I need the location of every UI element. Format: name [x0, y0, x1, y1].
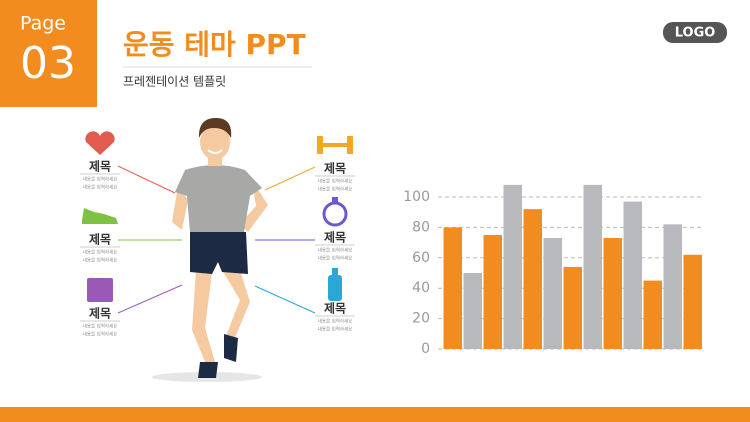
item-title: 제목 — [89, 307, 111, 321]
calendar — [87, 278, 113, 302]
item-text: 내용을 입력하세요 — [83, 176, 118, 183]
y-tick-label: 20 — [412, 311, 430, 327]
icon — [317, 136, 353, 154]
item-title: 제목 — [324, 231, 346, 245]
bar — [443, 227, 462, 349]
bar — [523, 209, 542, 349]
item-text: 내용을 입력하세요 — [318, 247, 353, 254]
bar — [463, 273, 482, 349]
item-text: 내용을 입력하세요 — [318, 178, 353, 185]
watch — [322, 201, 348, 227]
page-box — [0, 0, 97, 107]
page-number: 03 — [20, 38, 76, 89]
bar — [643, 280, 662, 349]
shoe — [82, 208, 118, 224]
item-title: 제목 — [89, 160, 111, 174]
heart — [85, 131, 115, 155]
connector — [117, 284, 183, 314]
subtitle: 프레젠테이션 템플릿 — [123, 75, 226, 89]
item-text: 내용을 입력하세요 — [83, 249, 118, 256]
footer-bar — [0, 407, 750, 422]
item-title: 제목 — [89, 233, 111, 247]
page-label: Page — [20, 13, 66, 35]
connector — [254, 285, 316, 314]
icon — [85, 131, 115, 155]
item-text: 내용을 입력하세요 — [318, 186, 353, 193]
runner — [152, 118, 268, 382]
item-text: 내용을 입력하세요 — [83, 323, 118, 330]
bar — [563, 266, 582, 349]
connector — [117, 165, 176, 194]
icon — [87, 278, 113, 302]
item-text: 내용을 입력하세요 — [83, 257, 118, 264]
item-title: 제목 — [324, 302, 346, 316]
bar — [663, 224, 682, 349]
weight — [317, 136, 323, 154]
bar — [623, 201, 642, 349]
y-tick-label: 40 — [412, 280, 430, 296]
bar — [503, 184, 522, 349]
item-text: 내용을 입력하세요 — [318, 255, 353, 262]
item-text: 내용을 입력하세요 — [83, 184, 118, 191]
logo-pill — [663, 22, 727, 43]
y-tick-label: 80 — [412, 219, 430, 235]
watch-top — [332, 197, 338, 202]
y-tick-label: 100 — [403, 189, 430, 205]
bar — [603, 238, 622, 349]
y-tick-label: 0 — [421, 341, 430, 357]
logo: LOGO — [675, 26, 716, 41]
bottle — [328, 275, 342, 301]
item-text: 내용을 입력하세요 — [318, 326, 353, 333]
item-title: 제목 — [324, 162, 346, 176]
icon — [328, 268, 342, 301]
bar — [483, 235, 502, 349]
item-text: 내용을 입력하세요 — [318, 318, 353, 325]
weight — [347, 136, 353, 154]
bar — [583, 184, 602, 349]
item-text: 내용을 입력하세요 — [83, 331, 118, 338]
connector — [264, 166, 316, 191]
icon — [82, 208, 118, 224]
icon — [322, 197, 348, 227]
dumbbell-bar — [317, 143, 353, 147]
cap — [332, 268, 338, 275]
title: 운동 테마 PPT — [123, 28, 306, 61]
bar — [543, 238, 562, 349]
bar — [683, 254, 702, 349]
y-tick-label: 60 — [412, 250, 430, 266]
